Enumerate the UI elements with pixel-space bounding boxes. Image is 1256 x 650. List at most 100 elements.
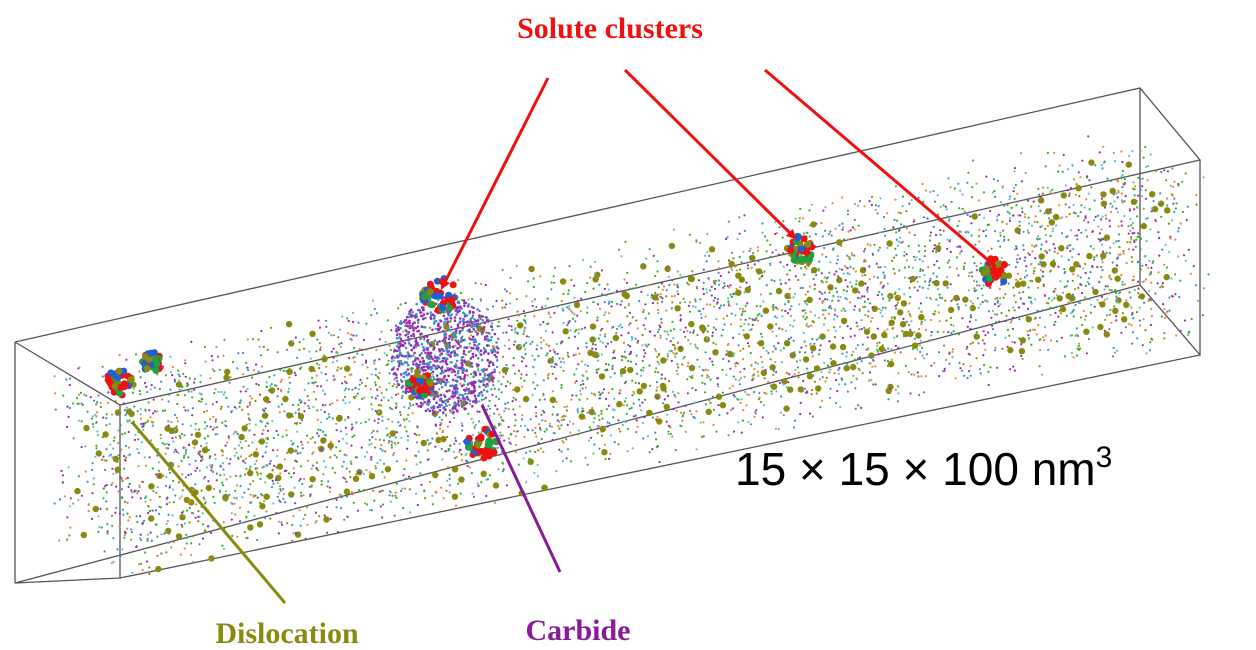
atom — [1014, 341, 1016, 343]
atom — [735, 290, 741, 296]
atom — [840, 296, 842, 298]
atom — [105, 500, 107, 502]
atom — [766, 393, 768, 395]
atom — [329, 491, 331, 493]
atom — [177, 394, 179, 396]
atom — [158, 461, 160, 463]
atom — [391, 444, 393, 446]
atom — [588, 350, 590, 352]
atom — [943, 280, 949, 286]
atom — [867, 298, 869, 300]
atom — [561, 300, 563, 302]
atom — [766, 284, 768, 286]
atom — [614, 291, 616, 293]
atom — [624, 307, 626, 309]
atom — [140, 418, 142, 420]
atom — [611, 388, 613, 390]
atom — [655, 367, 657, 369]
atom — [844, 310, 846, 312]
atom — [814, 284, 816, 286]
atom — [201, 489, 203, 491]
atom — [966, 182, 968, 184]
atom — [998, 321, 1000, 323]
atom — [126, 420, 128, 422]
atom — [540, 347, 542, 349]
atom — [1030, 206, 1032, 208]
atom — [903, 293, 905, 295]
atom — [771, 306, 773, 308]
atom — [778, 254, 780, 256]
atom — [279, 411, 281, 413]
atom — [781, 361, 783, 363]
atom — [1053, 214, 1059, 220]
atom — [229, 382, 231, 384]
atom — [518, 370, 520, 372]
atom — [186, 509, 188, 511]
atom — [1140, 248, 1142, 250]
atom — [336, 399, 338, 401]
atom — [280, 381, 282, 383]
atom — [170, 371, 172, 373]
atom — [105, 508, 107, 510]
atom — [757, 363, 759, 365]
atom — [713, 280, 715, 282]
atom — [963, 266, 965, 268]
atom — [536, 344, 538, 346]
atom — [178, 481, 180, 483]
atom — [1130, 224, 1132, 226]
atom — [192, 535, 194, 537]
atom — [1115, 315, 1117, 317]
atom — [1121, 284, 1123, 286]
atom — [789, 293, 791, 295]
atom — [306, 524, 308, 526]
atom — [710, 402, 712, 404]
atom — [667, 431, 669, 433]
atom — [755, 409, 757, 411]
atom — [178, 373, 180, 375]
atom — [318, 367, 320, 369]
atom — [148, 401, 150, 403]
atom — [1035, 317, 1037, 319]
atom — [68, 466, 70, 468]
atom — [508, 426, 510, 428]
atom — [513, 397, 515, 399]
atom — [647, 294, 649, 296]
atom — [140, 413, 142, 415]
atom — [261, 494, 263, 496]
atom — [939, 229, 941, 231]
atom — [562, 307, 564, 309]
atom — [635, 431, 637, 433]
atom — [300, 495, 302, 497]
atom — [1018, 221, 1020, 223]
atom — [312, 465, 314, 467]
atom — [1080, 316, 1082, 318]
atom — [1053, 266, 1055, 268]
atom — [713, 306, 715, 308]
atom — [862, 306, 864, 308]
atom — [90, 396, 92, 398]
atom — [1046, 302, 1048, 304]
atom — [631, 407, 633, 409]
atom — [861, 295, 863, 297]
atom — [350, 334, 352, 336]
atom — [746, 393, 748, 395]
atom — [245, 516, 247, 518]
atom — [333, 334, 335, 336]
atom — [911, 373, 913, 375]
atom — [174, 449, 176, 451]
atom — [483, 398, 485, 400]
atom — [976, 269, 978, 271]
atom — [460, 292, 462, 294]
atom — [347, 416, 349, 418]
atom — [850, 336, 852, 338]
atom — [643, 416, 645, 418]
atom — [117, 442, 119, 444]
atom — [1096, 299, 1098, 301]
atom — [379, 386, 381, 388]
atom — [644, 352, 646, 354]
atom — [790, 337, 792, 339]
atom — [1122, 250, 1124, 252]
atom — [1147, 165, 1149, 167]
atom — [184, 409, 186, 411]
atom — [145, 386, 147, 388]
